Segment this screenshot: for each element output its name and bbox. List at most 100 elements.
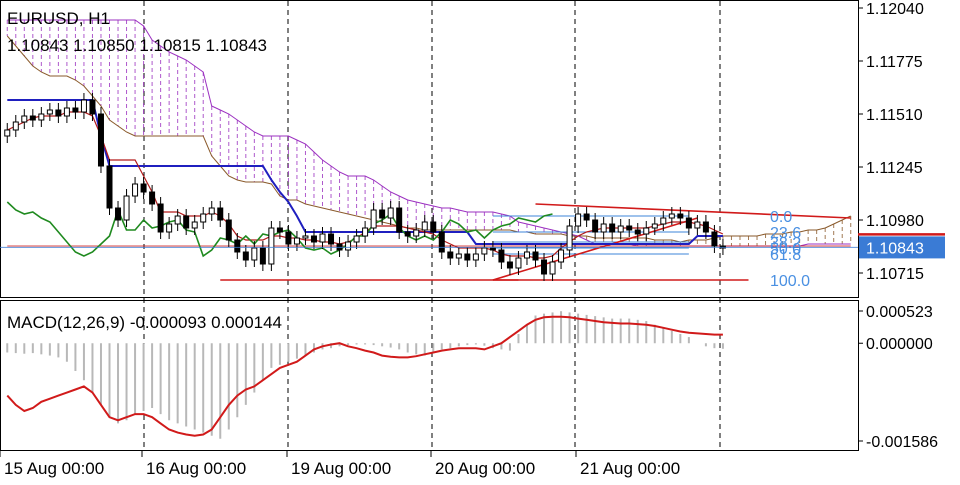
candle-body-64 xyxy=(549,261,556,275)
candle-body-50 xyxy=(430,221,437,233)
candle-body-33 xyxy=(285,231,292,245)
candle-59 xyxy=(506,255,513,275)
candle-body-1 xyxy=(12,121,19,131)
candle-body-44 xyxy=(379,209,386,219)
candle-25 xyxy=(217,201,224,227)
price-tick-label-2: 1.11510 xyxy=(866,107,923,124)
candle-27 xyxy=(234,233,241,259)
current-price-tag xyxy=(859,236,945,259)
candle-54 xyxy=(464,247,471,267)
candle-37 xyxy=(319,227,326,249)
candle-23 xyxy=(200,207,207,229)
candle-72 xyxy=(617,219,624,239)
candlesticks xyxy=(4,93,726,281)
candle-33 xyxy=(285,225,292,251)
ichimoku-cloud xyxy=(6,19,852,247)
time-tick-label-0: 15 Aug 00:00 xyxy=(4,459,104,478)
candle-68 xyxy=(583,207,590,227)
candle-body-6 xyxy=(55,109,62,117)
candle-12 xyxy=(106,159,113,215)
candle-3 xyxy=(29,109,36,127)
price-tick-label-4: 1.10980 xyxy=(866,213,924,230)
candle-body-21 xyxy=(183,215,190,229)
candle-body-76 xyxy=(651,223,658,229)
candle-36 xyxy=(310,229,317,249)
fib-level-label-3: 50.0 xyxy=(770,241,801,258)
candle-20 xyxy=(174,209,181,231)
candle-81 xyxy=(694,215,701,235)
candle-62 xyxy=(532,245,539,267)
candle-body-38 xyxy=(328,233,335,245)
candle-body-61 xyxy=(523,251,530,259)
candle-52 xyxy=(447,245,454,265)
candle-60 xyxy=(515,251,522,275)
candle-body-80 xyxy=(685,217,692,229)
current-price-label: 1.10843 xyxy=(866,240,924,257)
candle-body-74 xyxy=(634,229,641,235)
candle-69 xyxy=(592,213,599,239)
candle-6 xyxy=(55,103,62,123)
candle-76 xyxy=(651,217,658,235)
candle-body-31 xyxy=(268,227,275,265)
candle-63 xyxy=(541,253,548,281)
candle-22 xyxy=(191,215,198,235)
candle-body-4 xyxy=(38,113,45,121)
candle-body-59 xyxy=(506,261,513,269)
candle-67 xyxy=(575,207,582,233)
candle-body-29 xyxy=(251,247,258,261)
candle-48 xyxy=(413,223,420,243)
candle-8 xyxy=(72,101,79,119)
time-tick-label-2: 19 Aug 00:00 xyxy=(291,459,391,478)
candle-body-70 xyxy=(600,223,607,233)
candle-55 xyxy=(472,247,479,267)
candle-44 xyxy=(379,203,386,225)
candle-body-13 xyxy=(115,207,122,221)
candle-79 xyxy=(677,207,684,225)
candle-2 xyxy=(21,109,28,129)
candle-body-22 xyxy=(191,221,198,229)
candle-body-19 xyxy=(166,223,173,233)
candle-body-8 xyxy=(72,107,79,113)
candle-body-34 xyxy=(293,237,300,245)
candle-body-20 xyxy=(174,215,181,225)
candle-body-60 xyxy=(515,257,522,269)
candle-body-14 xyxy=(123,195,130,221)
candle-57 xyxy=(489,241,496,257)
fib-level-label-5: 100.0 xyxy=(770,273,810,290)
macd-panel-frame xyxy=(0,300,859,451)
macd-indicator xyxy=(6,311,724,439)
candle-body-37 xyxy=(319,233,326,243)
trendlines xyxy=(7,203,851,281)
candle-body-68 xyxy=(583,213,590,221)
candle-45 xyxy=(387,201,394,225)
candle-body-0 xyxy=(4,129,11,137)
price-tick-label-3: 1.11245 xyxy=(866,160,923,177)
candle-body-9 xyxy=(80,99,87,113)
candle-56 xyxy=(481,241,488,261)
chart-symbol-label: EURUSD, H1 xyxy=(7,9,110,28)
candle-body-16 xyxy=(140,183,147,193)
candle-body-52 xyxy=(447,251,454,259)
candle-28 xyxy=(242,245,249,267)
fib-level-label-4: 61.8 xyxy=(770,247,801,264)
candle-body-36 xyxy=(310,235,317,243)
candle-82 xyxy=(702,215,709,239)
candle-body-46 xyxy=(396,207,403,233)
candle-24 xyxy=(208,201,215,221)
candle-body-56 xyxy=(481,247,488,255)
time-tick-label-3: 20 Aug 00:00 xyxy=(435,459,535,478)
candle-body-54 xyxy=(464,253,471,261)
candle-body-23 xyxy=(200,213,207,223)
candle-body-26 xyxy=(225,219,232,241)
candle-80 xyxy=(685,211,692,235)
candle-10 xyxy=(89,93,96,121)
candle-body-40 xyxy=(345,241,352,251)
candle-body-43 xyxy=(370,209,377,229)
candle-47 xyxy=(404,225,411,243)
candle-77 xyxy=(660,211,667,231)
candle-body-72 xyxy=(617,225,624,233)
candle-4 xyxy=(38,107,45,127)
candle-78 xyxy=(668,207,675,225)
